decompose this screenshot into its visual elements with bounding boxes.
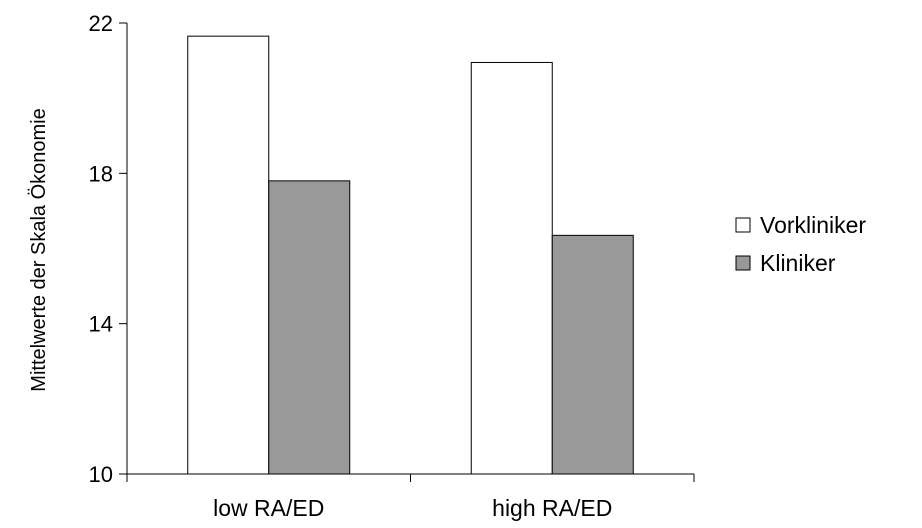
y-tick-label: 14: [89, 312, 113, 337]
bar-kliniker-1: [551, 234, 634, 475]
legend-label-kliniker: Kliniker: [760, 250, 836, 276]
bar-vorkliniker-1: [470, 61, 553, 475]
bar-kliniker-0: [268, 180, 351, 475]
legend-swatch-vorkliniker: [735, 217, 751, 233]
y-tick-label: 10: [89, 462, 113, 487]
bar-vorkliniker-0: [187, 35, 270, 475]
legend-swatch-kliniker: [735, 255, 751, 271]
y-tick-label: 22: [89, 11, 113, 36]
x-axis: low RA/ED high RA/ED: [126, 473, 695, 521]
x-category-label: low RA/ED: [213, 495, 324, 521]
y-axis: 10 14 18 22: [89, 11, 128, 487]
bars: [187, 35, 634, 475]
x-category-label: high RA/ED: [492, 495, 612, 521]
y-axis-label: Mittelwerte der Skala Ökonomie: [28, 108, 50, 391]
legend: Vorkliniker Kliniker: [735, 212, 866, 276]
y-tick-label: 18: [89, 161, 113, 186]
legend-label-vorkliniker: Vorkliniker: [760, 212, 866, 238]
